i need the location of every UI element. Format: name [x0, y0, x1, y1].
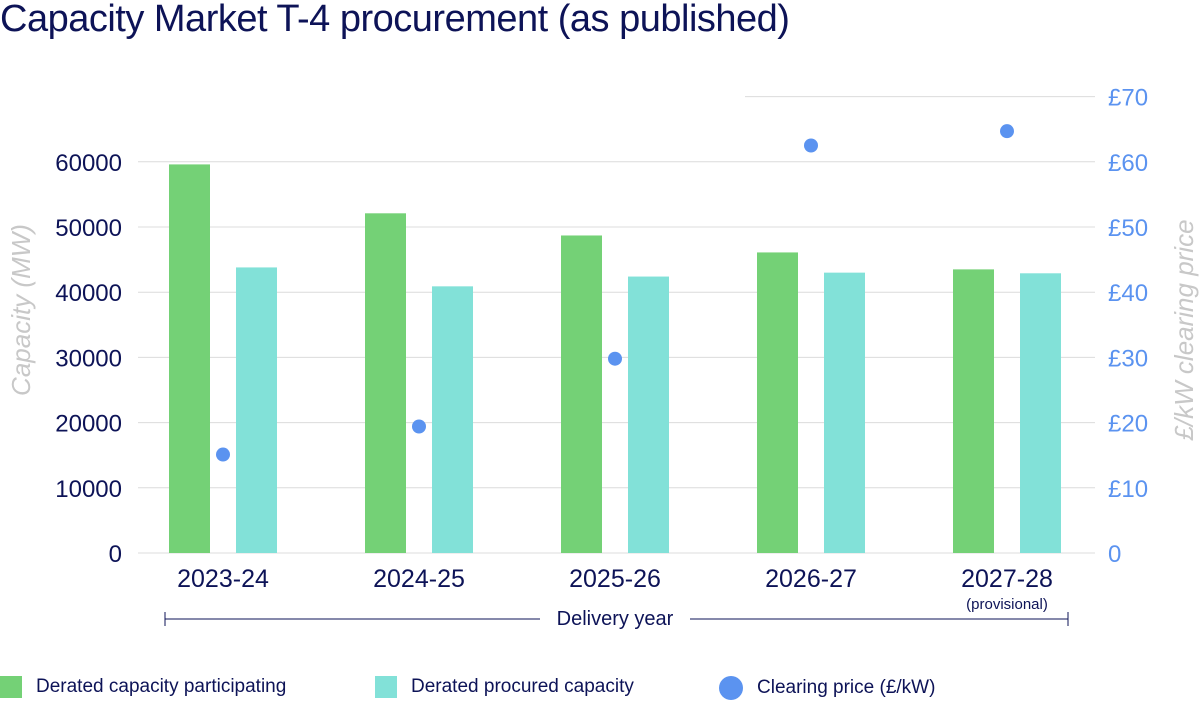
y-axis-ticks: 0 10000 20000 30000 40000 50000 60000	[55, 150, 122, 568]
bar-participating	[365, 213, 406, 554]
bar-participating	[953, 269, 994, 553]
y-tick-label: 0	[109, 541, 122, 568]
y-tick-label: 50000	[55, 215, 122, 242]
bar-participating	[561, 235, 602, 553]
price-point	[1000, 124, 1014, 139]
legend-label-procured: Derated procured capacity	[411, 676, 634, 697]
legend-item-clearing-price: Clearing price (£/kW)	[719, 676, 935, 700]
y2-tick-label: £60	[1108, 150, 1148, 177]
legend-label-participating: Derated capacity participating	[36, 676, 287, 697]
bar-participating	[757, 252, 798, 554]
legend-swatch-participating	[0, 676, 22, 698]
x-axis-bracket: Delivery year	[164, 608, 1069, 630]
price-point	[412, 419, 426, 434]
legend-item-participating: Derated capacity participating	[0, 676, 286, 698]
y2-tick-label: 0	[1108, 541, 1121, 568]
x-tick-label: 2023-24	[177, 565, 269, 593]
y-tick-label: 60000	[55, 150, 122, 177]
y-tick-label: 10000	[55, 476, 122, 503]
y-tick-label: 40000	[55, 280, 122, 307]
legend-swatch-procured	[375, 676, 397, 698]
y2-tick-label: £70	[1108, 85, 1148, 112]
y2-tick-label: £40	[1108, 280, 1148, 307]
bar-participating	[169, 164, 210, 553]
x-tick-label: 2024-25	[373, 565, 465, 593]
chart-title: Capacity Market T-4 procurement (as publ…	[0, 0, 790, 40]
legend-label-clearing-price: Clearing price (£/kW)	[757, 677, 936, 698]
x-tick-note: (provisional)	[966, 596, 1048, 613]
x-axis-label: Delivery year	[557, 608, 674, 630]
x-tick-label: 2027-28	[961, 565, 1053, 593]
legend-swatch-clearing-price	[719, 676, 743, 700]
gridlines	[138, 96, 1095, 554]
y2-tick-label: £10	[1108, 476, 1148, 503]
bar-procured	[824, 272, 865, 553]
y-axis-label: Capacity (MW)	[6, 224, 36, 396]
bar-procured	[628, 276, 669, 553]
y2-tick-label: £20	[1108, 411, 1148, 438]
price-points	[216, 124, 1014, 462]
bar-procured	[236, 267, 277, 553]
x-tick-label: 2026-27	[765, 565, 857, 593]
x-tick-label: 2025-26	[569, 565, 661, 593]
y-tick-label: 20000	[55, 411, 122, 438]
y-tick-label: 30000	[55, 345, 122, 372]
price-point	[608, 351, 622, 366]
price-point	[804, 138, 818, 153]
y2-tick-label: £50	[1108, 215, 1148, 242]
price-point	[216, 447, 230, 462]
legend-item-procured: Derated procured capacity	[375, 676, 634, 698]
bars	[169, 164, 1061, 554]
x-axis-ticks: 2023-24 2024-25 2025-26 2026-27 2027-28 (prov…	[177, 565, 1053, 613]
y2-axis-ticks: 0 £10 £20 £30 £40 £50 £60 £70	[1108, 85, 1148, 568]
bar-procured	[1020, 273, 1061, 553]
y2-tick-label: £30	[1108, 345, 1148, 372]
y2-axis-label: £/kW clearing price	[1169, 219, 1199, 441]
bar-procured	[432, 286, 473, 553]
